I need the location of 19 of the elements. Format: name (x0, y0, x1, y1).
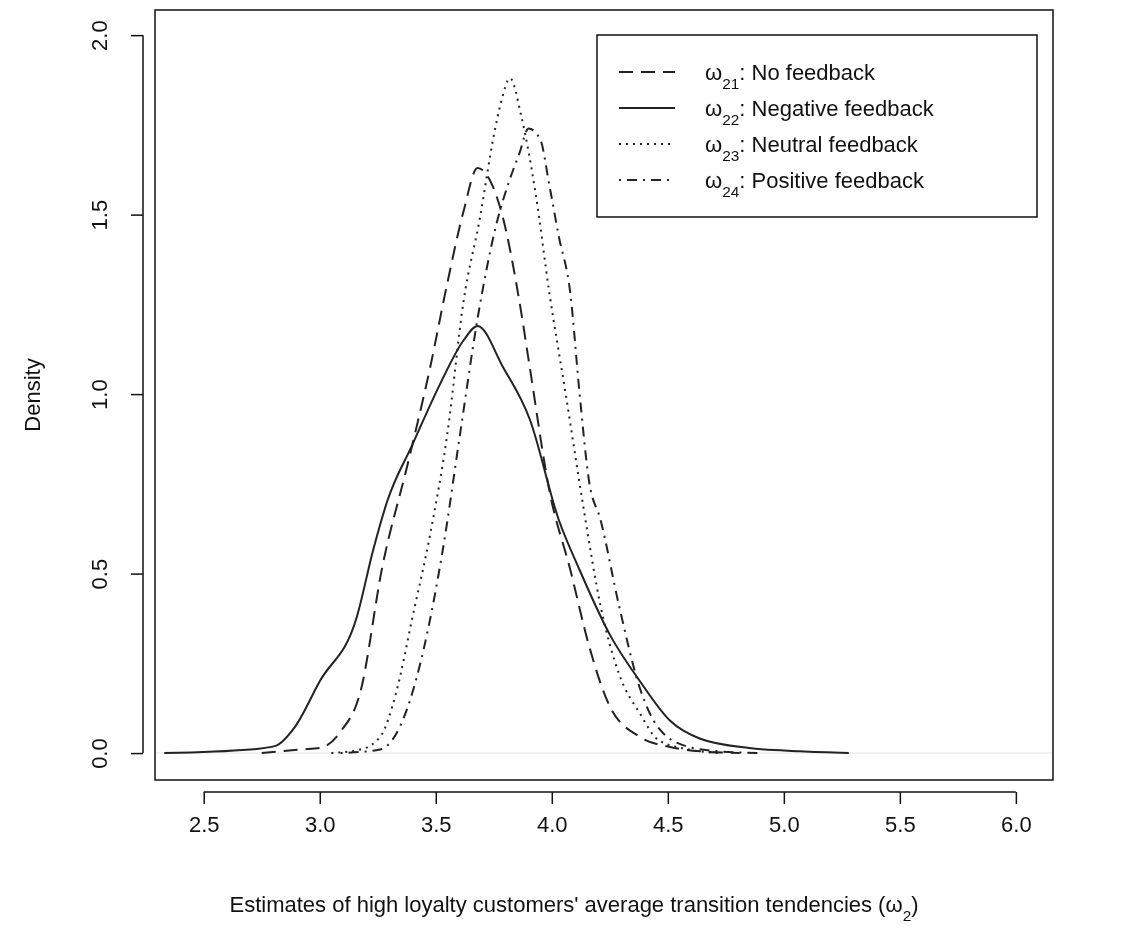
y-tick-label: 2.0 (87, 20, 112, 51)
x-tick-label: 2.5 (188, 811, 220, 837)
legend-label: ω$_{24}$: Positive feedback (705, 168, 925, 200)
x-tick-label: 4.5 (653, 811, 684, 837)
x-tick-label: 4.0 (536, 811, 568, 837)
x-tick-label: 3.0 (304, 811, 336, 837)
x-tick-label: 5.5 (885, 811, 916, 837)
y-tick-label: 0.0 (87, 738, 112, 769)
legend-label: ω$_{22}$: Negative feedback (705, 96, 935, 128)
y-tick-label: 1.5 (87, 199, 112, 231)
y-axis-title: Density (20, 358, 45, 432)
x-axis-title: Estimates of high loyalty customers' average transition tendencies (ω$_{2}$) (229, 892, 919, 924)
legend-label: ω$_{23}$: Neutral feedback (705, 132, 919, 164)
x-tick-label: 6.0 (1001, 811, 1032, 837)
y-tick-label: 1.0 (87, 379, 112, 410)
legend-label: ω$_{21}$: No feedback (705, 60, 877, 92)
x-tick-label: 3.5 (420, 811, 452, 837)
x-tick-label: 5.0 (769, 811, 800, 837)
y-tick-label: 0.5 (87, 558, 112, 590)
